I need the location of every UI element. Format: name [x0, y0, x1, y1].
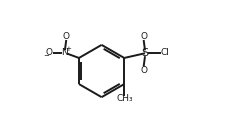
Text: S: S [141, 48, 148, 58]
Text: Cl: Cl [160, 48, 169, 57]
Text: −: − [43, 53, 49, 59]
Text: O: O [63, 32, 69, 41]
Text: O: O [139, 66, 147, 75]
Text: +: + [65, 46, 71, 52]
Text: N: N [61, 48, 68, 57]
Text: CH₃: CH₃ [116, 94, 132, 103]
Text: O: O [45, 48, 52, 57]
Text: O: O [139, 32, 147, 41]
